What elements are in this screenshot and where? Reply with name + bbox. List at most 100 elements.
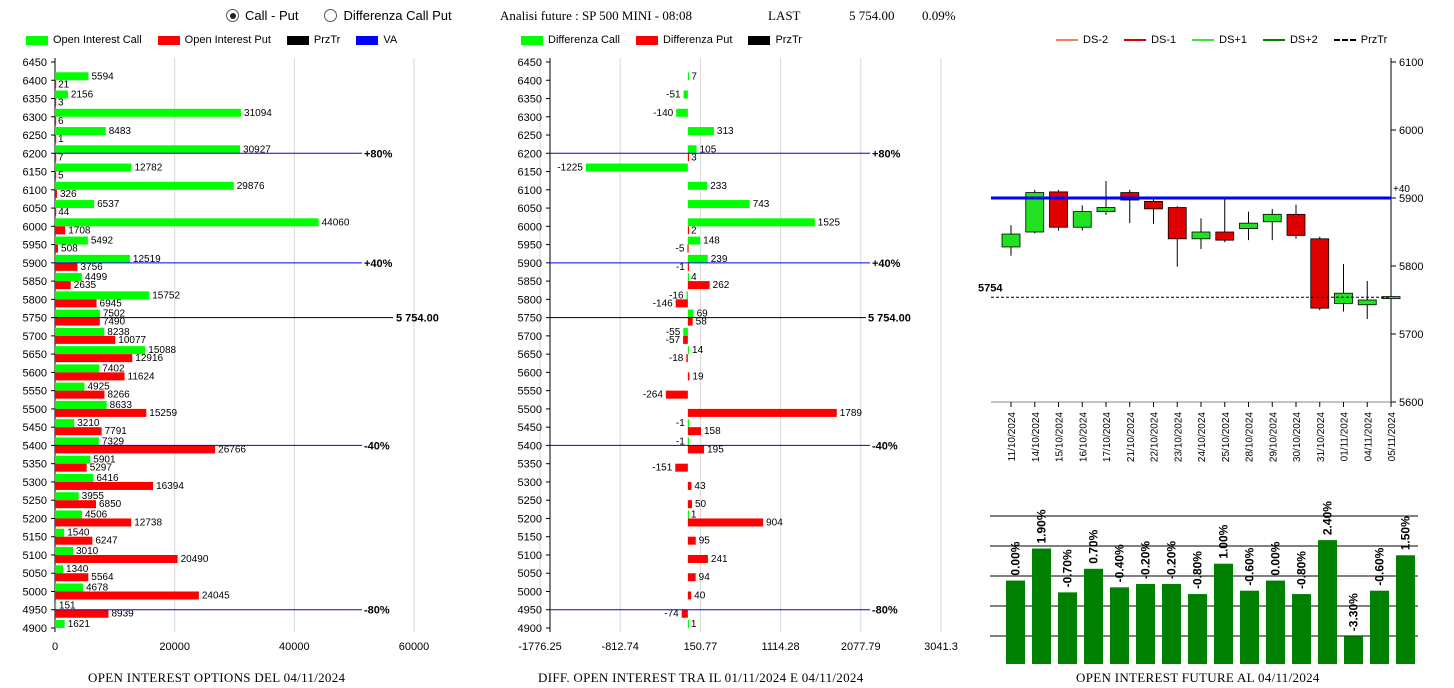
x-tick-label: 28/10/2024 bbox=[1245, 412, 1256, 462]
bar-value-label: 3955 bbox=[82, 491, 105, 502]
put-bar bbox=[675, 299, 688, 308]
bar-value-label: 6945 bbox=[100, 298, 123, 309]
bar-value-label: 233 bbox=[710, 181, 727, 192]
y-tick-label: 6150 bbox=[23, 167, 47, 179]
radio-call-put-label: Call - Put bbox=[245, 8, 299, 23]
put-bar bbox=[55, 354, 133, 363]
y-tick-label: 5950 bbox=[518, 240, 542, 252]
legend-item: PrzTr bbox=[286, 34, 340, 46]
legend-label: DS-2 bbox=[1083, 34, 1109, 46]
put-bar bbox=[687, 372, 690, 381]
y-tick-label: 5800 bbox=[1399, 261, 1423, 273]
y-tick-label: 6450 bbox=[518, 57, 542, 69]
y-tick-label: 6350 bbox=[23, 94, 47, 106]
call-bar bbox=[55, 437, 99, 446]
oi-options-title: OPEN INTEREST OPTIONS DEL 04/11/2024 bbox=[88, 670, 346, 685]
y-tick-label: 6200 bbox=[23, 148, 47, 160]
y-tick-label: 5250 bbox=[23, 495, 47, 507]
bar-value-label: 3 bbox=[691, 152, 697, 163]
call-bar bbox=[55, 200, 95, 209]
put-bar bbox=[687, 153, 690, 162]
call-bar bbox=[687, 437, 689, 446]
change-percent: 0.09% bbox=[922, 8, 956, 23]
x-tick-label: 1114.28 bbox=[762, 641, 800, 653]
put-bar bbox=[55, 317, 100, 326]
put-bar bbox=[55, 591, 199, 600]
bar-value-label: 1708 bbox=[68, 225, 91, 236]
bar-value-label: 0.00% bbox=[1009, 541, 1023, 575]
x-tick-label: 60000 bbox=[399, 641, 430, 653]
bar-value-label: 195 bbox=[707, 444, 724, 455]
radio-call-put[interactable]: Call - Put bbox=[226, 8, 298, 23]
bar-value-label: 1.90% bbox=[1035, 509, 1049, 543]
put-bar bbox=[687, 554, 708, 563]
bar-value-label: -264 bbox=[643, 390, 663, 401]
x-tick-label: 14/10/2024 bbox=[1031, 412, 1042, 462]
price-line-label: 5 754.00 bbox=[396, 313, 439, 325]
x-tick-label: 25/10/2024 bbox=[1221, 412, 1232, 462]
radio-call-put-indicator[interactable] bbox=[226, 9, 239, 22]
put-bar bbox=[55, 518, 132, 527]
bar-value-label: 3210 bbox=[77, 418, 100, 429]
bar-value-label: -18 bbox=[669, 353, 684, 364]
call-bar bbox=[55, 273, 82, 282]
call-bar bbox=[55, 400, 107, 409]
call-bar bbox=[687, 72, 690, 81]
bar-value-label: 7329 bbox=[102, 436, 125, 447]
legend-swatch bbox=[635, 35, 658, 45]
legend-item: DS+2 bbox=[1262, 34, 1318, 46]
bar-value-label: 6247 bbox=[95, 536, 118, 547]
bar-value-label: 44 bbox=[58, 207, 70, 218]
y-tick-label: 5100 bbox=[518, 550, 542, 562]
call-bar bbox=[55, 601, 57, 610]
y-tick-label: 5900 bbox=[1399, 193, 1423, 205]
put-bar bbox=[55, 171, 57, 180]
bar-value-label: -16 bbox=[669, 290, 684, 301]
put-bar bbox=[55, 98, 57, 107]
legend-item: DS+1 bbox=[1192, 34, 1247, 46]
candle-up bbox=[1381, 296, 1401, 300]
bar-value-label: -140 bbox=[653, 108, 673, 119]
put-bar bbox=[55, 500, 96, 509]
bar-value-label: 0.70% bbox=[1087, 529, 1101, 563]
call-bar bbox=[585, 163, 688, 172]
bar-value-label: 262 bbox=[713, 280, 730, 291]
legend-swatch bbox=[1333, 39, 1356, 41]
bar-value-label: 6850 bbox=[99, 499, 122, 510]
call-bar bbox=[687, 620, 690, 628]
x-tick-label: -812.74 bbox=[602, 641, 639, 653]
candle-down bbox=[1144, 200, 1163, 210]
bar-value-label: -51 bbox=[666, 90, 681, 101]
y-tick-label: 6400 bbox=[518, 75, 542, 87]
bar-value-label: 148 bbox=[703, 236, 720, 247]
y-tick-label: 5500 bbox=[518, 404, 542, 416]
put-bar bbox=[55, 445, 216, 454]
bar-value-label: 40 bbox=[694, 590, 706, 601]
call-bar bbox=[55, 236, 88, 245]
radio-diff-indicator[interactable] bbox=[324, 9, 338, 22]
put-bar bbox=[681, 609, 688, 618]
candle-down bbox=[1120, 192, 1140, 201]
bar-value-label: 15752 bbox=[152, 290, 180, 301]
va-line-label: +80% bbox=[364, 148, 393, 160]
put-bar bbox=[55, 244, 59, 253]
radio-diff-call-put[interactable]: Differenza Call Put bbox=[324, 8, 452, 23]
y-tick-label: 5700 bbox=[1399, 329, 1423, 341]
bar-value-label: 16394 bbox=[156, 481, 184, 492]
y-tick-label: 5350 bbox=[23, 459, 47, 471]
call-bar bbox=[687, 145, 697, 154]
legend-item: Differenza Put bbox=[635, 34, 732, 46]
bar-value-label: 1621 bbox=[68, 619, 91, 630]
va-line-label: -40% bbox=[364, 440, 390, 452]
va-line-label: -80% bbox=[872, 605, 898, 617]
call-bar bbox=[55, 127, 106, 136]
x-tick-label: 15/10/2024 bbox=[1055, 412, 1066, 462]
call-bar bbox=[687, 127, 714, 136]
y-tick-label: 5050 bbox=[23, 568, 47, 580]
y-tick-label: 5200 bbox=[23, 513, 47, 525]
call-bar bbox=[55, 327, 105, 336]
put-bar bbox=[687, 281, 710, 290]
y-tick-label: 5050 bbox=[518, 568, 542, 580]
x-tick-label: 04/11/2024 bbox=[1363, 412, 1374, 462]
legend-item: PrzTr bbox=[1333, 34, 1387, 46]
